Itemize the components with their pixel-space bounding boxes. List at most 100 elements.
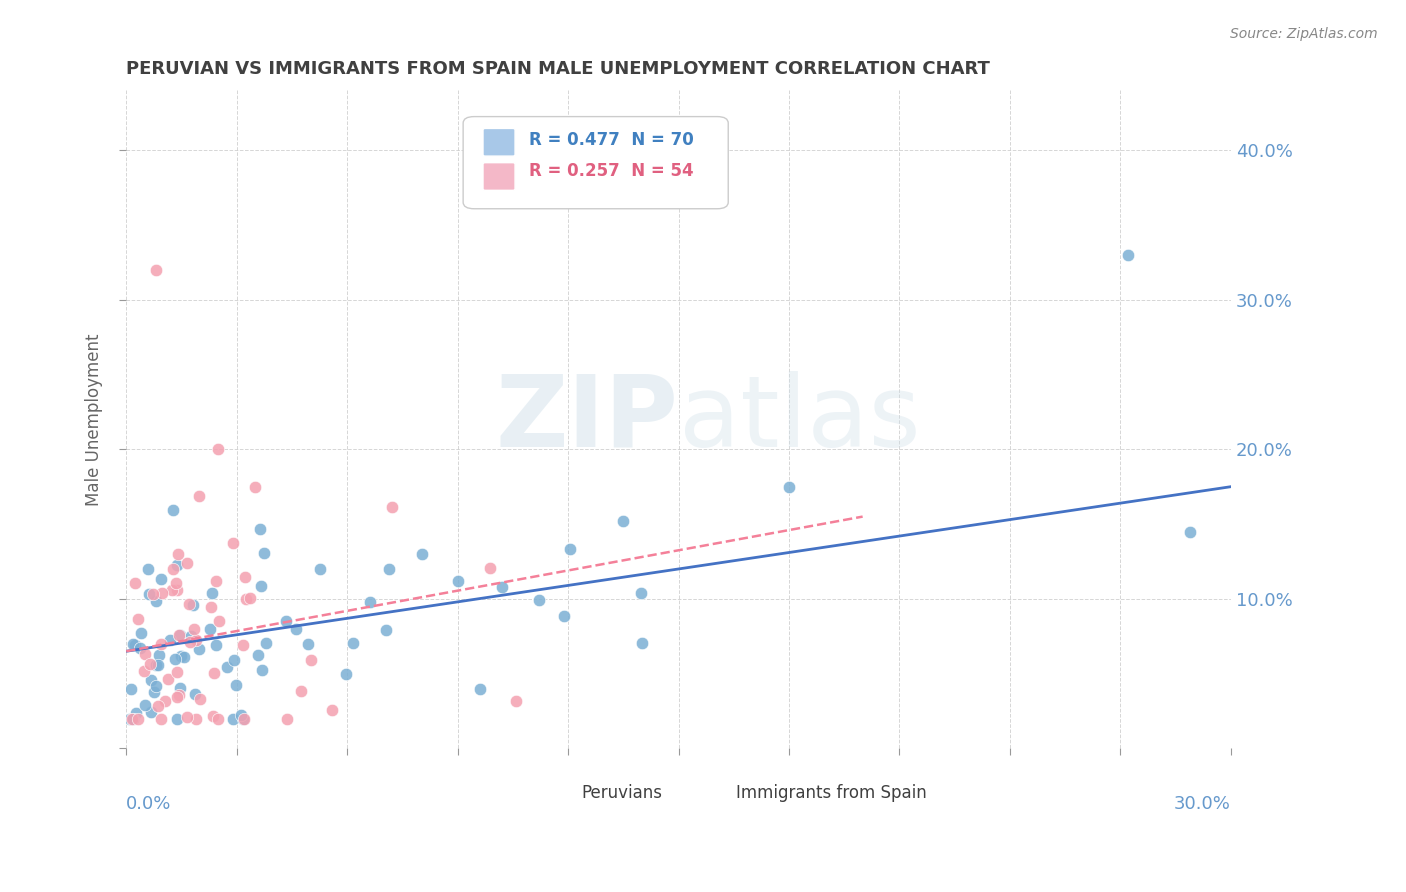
FancyBboxPatch shape [544,780,576,805]
Point [208,615,231,629]
Point [180,629,202,643]
Text: ZIP: ZIP [496,371,679,468]
Point [165,576,187,591]
Point [321,703,343,717]
FancyBboxPatch shape [484,162,515,190]
Point [1180,524,1202,539]
Point [150,572,173,586]
Point [127,612,149,626]
Point [127,712,149,726]
Point [125,706,148,720]
Point [225,678,247,692]
Point [375,624,398,638]
Point [378,562,401,576]
Text: R = 0.477  N = 70: R = 0.477 N = 70 [530,130,695,149]
Point [170,648,193,663]
Point [232,712,254,726]
Point [167,688,190,702]
Point [301,653,323,667]
Point [124,575,146,590]
Point [142,685,165,699]
Point [162,562,184,576]
Point [335,667,357,681]
Point [505,694,527,708]
Point [176,556,198,570]
Point [132,664,155,678]
Point [118,712,141,726]
Point [247,648,270,663]
Point [276,615,298,629]
Point [187,642,209,657]
Point [138,561,160,575]
Point [207,442,229,457]
Point [148,657,170,672]
Point [134,698,156,712]
Point [238,591,260,605]
Point [202,665,225,680]
Point [778,480,800,494]
Point [188,692,211,706]
Point [249,522,271,536]
FancyBboxPatch shape [484,128,515,156]
Point [179,635,201,649]
Point [184,712,207,726]
Point [491,580,513,594]
Text: Immigrants from Spain: Immigrants from Spain [735,783,927,802]
Point [150,637,173,651]
Point [122,712,145,726]
Point [162,503,184,517]
Point [166,582,188,597]
Point [215,660,238,674]
Point [187,489,209,503]
Point [205,574,228,588]
Point [159,633,181,648]
Point [142,587,165,601]
Text: 0.0%: 0.0% [127,795,172,813]
Point [169,681,191,695]
Point [149,712,172,726]
Point [342,635,364,649]
Point [177,597,200,611]
Point [309,562,332,576]
Point [233,570,256,584]
Point [156,672,179,686]
Point [120,681,142,696]
Point [184,687,207,701]
Point [141,673,163,687]
Point [221,712,243,726]
Point [254,636,277,650]
Point [249,579,271,593]
Point [359,595,381,609]
Text: Source: ZipAtlas.com: Source: ZipAtlas.com [1230,27,1378,41]
Point [148,698,170,713]
Point [529,593,551,607]
Point [166,665,188,680]
Point [128,641,150,656]
Point [200,600,222,615]
Point [134,647,156,661]
Point [297,637,319,651]
Point [166,690,188,705]
Point [167,547,190,561]
Point [148,648,170,662]
Point [145,593,167,607]
Point [202,708,225,723]
Point [1116,248,1139,262]
Point [447,574,470,589]
Point [183,622,205,636]
Text: PERUVIAN VS IMMIGRANTS FROM SPAIN MALE UNEMPLOYMENT CORRELATION CHART: PERUVIAN VS IMMIGRANTS FROM SPAIN MALE U… [127,60,990,78]
Text: R = 0.257  N = 54: R = 0.257 N = 54 [530,161,695,179]
Point [131,625,153,640]
Point [169,628,191,642]
Point [253,545,276,559]
Point [145,658,167,673]
Point [145,679,167,693]
Point [243,480,266,494]
Point [553,609,575,624]
Point [163,652,186,666]
Point [285,623,308,637]
Point [124,638,146,652]
Point [160,583,183,598]
Point [150,586,173,600]
Point [198,623,221,637]
